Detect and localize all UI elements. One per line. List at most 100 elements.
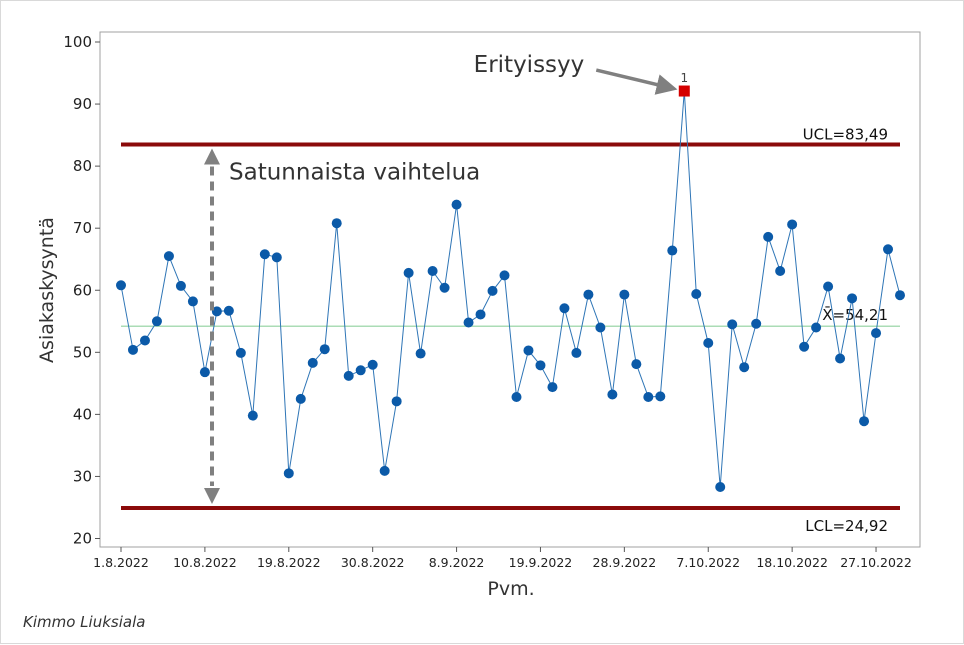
- data-point: [439, 282, 450, 293]
- y-tick-label: 60: [73, 281, 92, 299]
- data-point: [283, 468, 294, 479]
- data-point: [727, 319, 738, 330]
- data-point: [643, 391, 654, 402]
- data-point: [547, 382, 558, 393]
- data-point: [523, 345, 534, 356]
- data-point: [199, 367, 210, 378]
- data-series: [116, 85, 905, 492]
- y-tick-label: 40: [73, 405, 92, 423]
- arrow-head-up: [204, 148, 220, 165]
- annotations: 1 Erityissyy Satunnaista vaihtelua: [204, 52, 688, 504]
- y-tick-label: 80: [73, 157, 92, 175]
- x-tick-label: 27.10.2022: [840, 555, 912, 570]
- center-label: X̄=54,21: [822, 305, 888, 324]
- data-point: [343, 370, 354, 381]
- data-point: [127, 344, 138, 355]
- data-point: [847, 293, 858, 304]
- data-point: [391, 396, 402, 407]
- data-point: [583, 289, 594, 300]
- x-tick-label: 7.10.2022: [676, 555, 740, 570]
- data-point: [187, 296, 198, 307]
- data-point: [535, 360, 546, 371]
- data-point: [883, 244, 894, 255]
- data-point: [631, 359, 642, 370]
- data-point: [331, 218, 342, 229]
- y-tick-label: 70: [73, 219, 92, 237]
- data-point: [823, 281, 834, 292]
- x-tick-label: 28.9.2022: [593, 555, 657, 570]
- ucl-label: UCL=83,49: [803, 125, 888, 143]
- data-point: [235, 347, 246, 358]
- x-tick-label: 30.8.2022: [341, 555, 405, 570]
- y-tick-label: 90: [73, 95, 92, 113]
- data-point: [811, 322, 822, 333]
- y-tick-label: 100: [63, 33, 92, 51]
- data-point: [595, 322, 606, 333]
- data-point: [487, 285, 498, 296]
- data-point: [271, 252, 282, 263]
- data-point: [403, 267, 414, 278]
- data-point: [499, 270, 510, 281]
- data-point: [139, 335, 150, 346]
- y-tick-label: 50: [73, 343, 92, 361]
- data-point: [751, 318, 762, 329]
- x-tick-label: 19.8.2022: [257, 555, 321, 570]
- data-point: [799, 341, 810, 352]
- data-point: [559, 303, 570, 314]
- data-point: [835, 353, 846, 364]
- y-axis-title: Asiakaskysyntä: [36, 217, 58, 363]
- lcl-label: LCL=24,92: [805, 517, 888, 535]
- data-point: [223, 305, 234, 316]
- data-point: [379, 465, 390, 476]
- data-point: [367, 359, 378, 370]
- data-point: [307, 357, 318, 368]
- data-point: [463, 317, 474, 328]
- special-cause-label: Erityissyy: [474, 52, 585, 78]
- data-point: [715, 481, 726, 492]
- data-point: [655, 391, 666, 402]
- x-axis: 1.8.2022 10.8.2022 19.8.2022 30.8.2022 8.9.2…: [93, 547, 912, 570]
- arrow-head-down: [204, 487, 220, 504]
- data-point: [247, 410, 258, 421]
- data-point: [859, 416, 870, 427]
- control-lines: UCL=83,49 LCL=24,92 X̄=54,21: [121, 125, 900, 535]
- y-tick-label: 30: [73, 467, 92, 485]
- data-point: [607, 389, 618, 400]
- x-tick-label: 18.10.2022: [756, 555, 828, 570]
- data-point: [703, 338, 714, 349]
- random-variation-label: Satunnaista vaihtelua: [229, 159, 480, 185]
- data-point: [259, 249, 270, 260]
- data-point: [211, 306, 222, 317]
- series-line: [120, 90, 901, 488]
- data-point: [355, 365, 366, 376]
- author-credit: Kimmo Liuksiala: [23, 613, 146, 631]
- y-axis: 20 30 40 50 60 70 80 90 100: [63, 33, 100, 548]
- y-tick-label: 20: [73, 530, 92, 548]
- data-point: [763, 231, 774, 242]
- data-point: [427, 266, 438, 277]
- data-point: [739, 362, 750, 373]
- data-point: [319, 344, 330, 355]
- data-point: [895, 290, 905, 301]
- data-point: [415, 348, 426, 359]
- data-point: [151, 316, 162, 327]
- data-point: [511, 391, 522, 402]
- data-point: [163, 251, 174, 262]
- data-point: [667, 245, 678, 256]
- data-point: [475, 309, 486, 320]
- data-point: [871, 328, 882, 339]
- data-point: [691, 288, 702, 299]
- special-cause-point: [678, 85, 690, 97]
- data-point: [116, 280, 126, 291]
- x-tick-label: 19.9.2022: [509, 555, 573, 570]
- data-point: [619, 289, 630, 300]
- special-cause-arrow: [595, 68, 678, 95]
- special-point-label: 1: [680, 71, 688, 85]
- x-axis-title: Pvm.: [487, 578, 534, 600]
- data-point: [295, 393, 306, 404]
- x-tick-label: 10.8.2022: [173, 555, 237, 570]
- data-point: [571, 347, 582, 358]
- data-point: [451, 199, 462, 210]
